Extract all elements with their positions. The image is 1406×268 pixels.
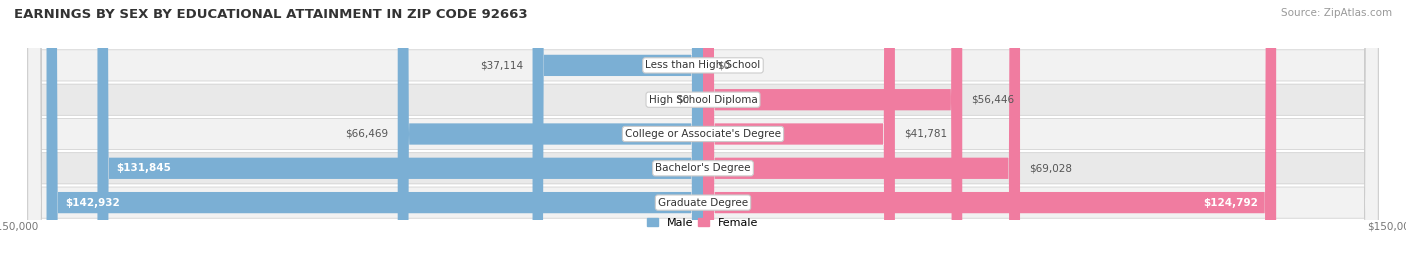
- Text: $69,028: $69,028: [1029, 163, 1073, 173]
- Text: EARNINGS BY SEX BY EDUCATIONAL ATTAINMENT IN ZIP CODE 92663: EARNINGS BY SEX BY EDUCATIONAL ATTAINMEN…: [14, 8, 527, 21]
- Text: High School Diploma: High School Diploma: [648, 95, 758, 105]
- Text: $0: $0: [717, 60, 730, 70]
- Text: Bachelor's Degree: Bachelor's Degree: [655, 163, 751, 173]
- Text: Source: ZipAtlas.com: Source: ZipAtlas.com: [1281, 8, 1392, 18]
- FancyBboxPatch shape: [398, 0, 703, 268]
- FancyBboxPatch shape: [46, 0, 703, 268]
- Text: $37,114: $37,114: [481, 60, 523, 70]
- Legend: Male, Female: Male, Female: [647, 218, 759, 228]
- FancyBboxPatch shape: [97, 0, 703, 268]
- Text: $56,446: $56,446: [972, 95, 1015, 105]
- FancyBboxPatch shape: [703, 0, 894, 268]
- Text: $0: $0: [676, 95, 689, 105]
- FancyBboxPatch shape: [28, 0, 1378, 268]
- Text: $66,469: $66,469: [346, 129, 388, 139]
- Text: $142,932: $142,932: [65, 198, 120, 208]
- FancyBboxPatch shape: [28, 0, 1378, 268]
- FancyBboxPatch shape: [703, 0, 1277, 268]
- Text: College or Associate's Degree: College or Associate's Degree: [626, 129, 780, 139]
- Text: $131,845: $131,845: [115, 163, 170, 173]
- Text: Less than High School: Less than High School: [645, 60, 761, 70]
- Text: Graduate Degree: Graduate Degree: [658, 198, 748, 208]
- FancyBboxPatch shape: [533, 0, 703, 268]
- FancyBboxPatch shape: [28, 0, 1378, 268]
- FancyBboxPatch shape: [28, 0, 1378, 268]
- FancyBboxPatch shape: [703, 0, 1019, 268]
- FancyBboxPatch shape: [28, 0, 1378, 268]
- Text: $41,781: $41,781: [904, 129, 948, 139]
- Text: $124,792: $124,792: [1204, 198, 1258, 208]
- FancyBboxPatch shape: [703, 0, 962, 268]
